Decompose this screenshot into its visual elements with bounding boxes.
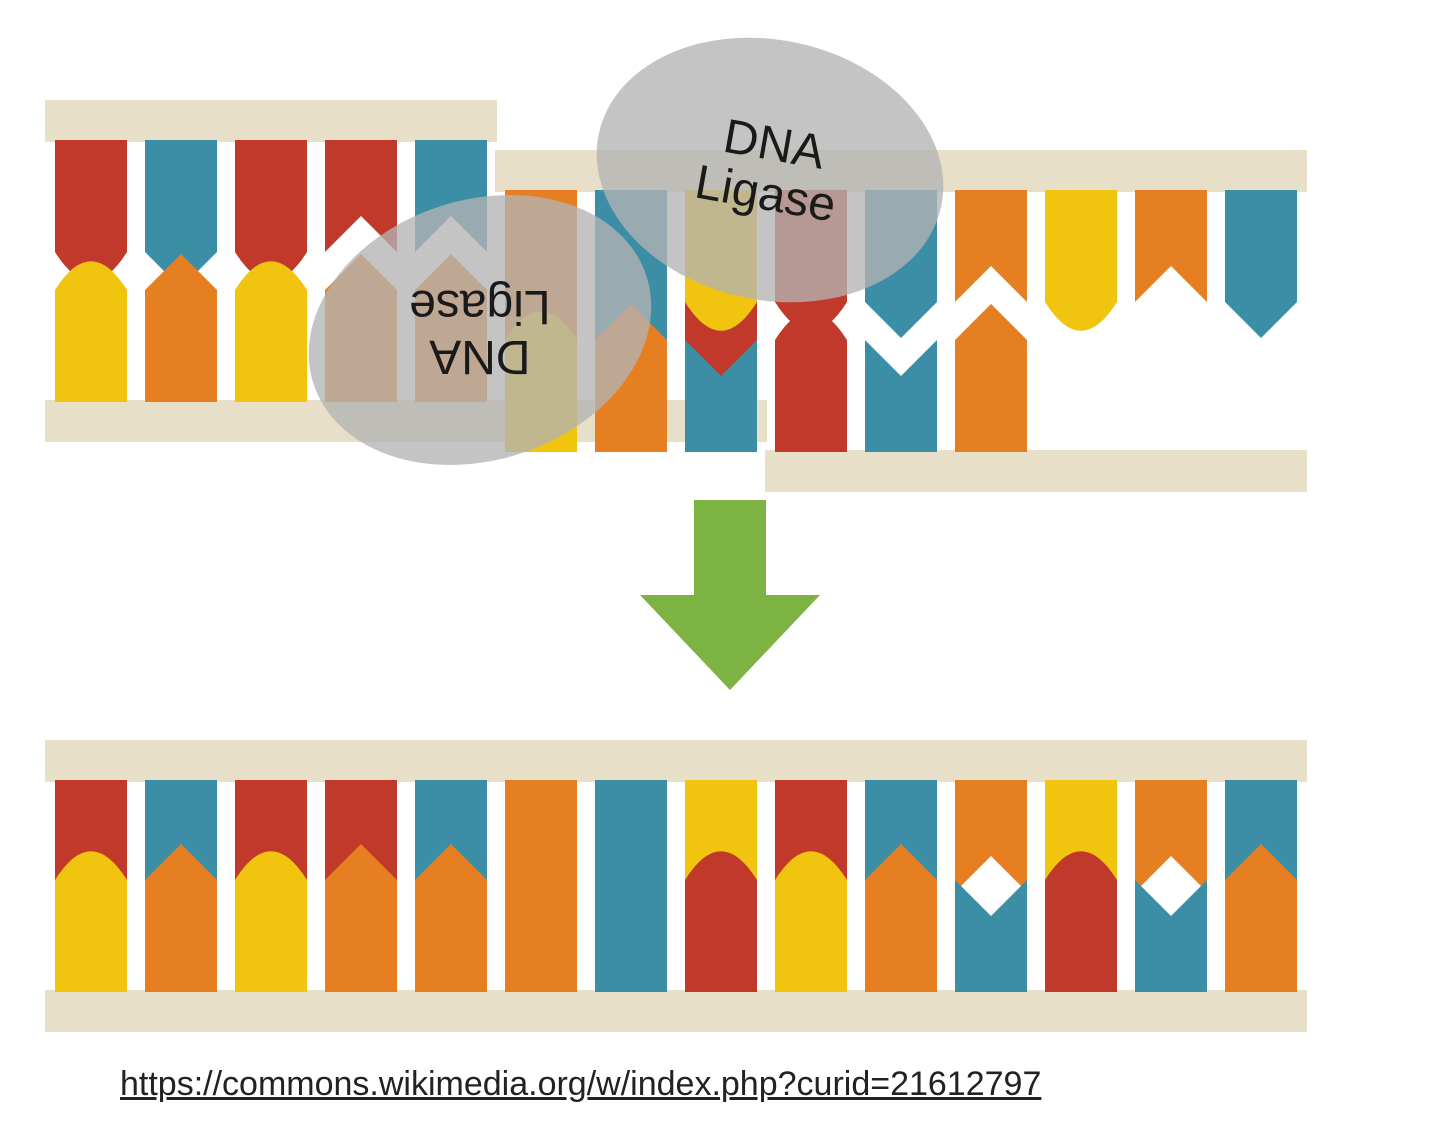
- dna-ligase-diagram: DNA Ligase DNA Ligase https://commons.wi…: [0, 0, 1440, 1128]
- nucleotide-base: [1045, 190, 1117, 342]
- nucleotide-base: [1045, 840, 1117, 992]
- nucleotide-base: [685, 840, 757, 992]
- nucleotide-base: [775, 300, 847, 452]
- nucleotide-base: [505, 840, 577, 992]
- nucleotide-base: [55, 250, 127, 402]
- nucleotide-base: [955, 300, 1027, 452]
- nucleotide-base: [145, 250, 217, 402]
- dna-backbone: [45, 990, 1307, 1032]
- image-citation: https://commons.wikimedia.org/w/index.ph…: [120, 1065, 1041, 1104]
- nucleotide-base: [1135, 190, 1207, 342]
- nucleotide-base: [1135, 840, 1207, 992]
- nucleotide-base: [145, 840, 217, 992]
- nucleotide-base: [595, 840, 667, 992]
- dna-backbone: [765, 450, 1307, 492]
- nucleotide-base: [775, 840, 847, 992]
- dna-backbone: [45, 100, 497, 142]
- nucleotide-base: [1225, 190, 1297, 342]
- nucleotide-base: [865, 840, 937, 992]
- dna-backbone: [45, 740, 1307, 782]
- down-arrow-icon: [640, 500, 820, 695]
- nucleotide-base: [1225, 840, 1297, 992]
- ligase-label: DNA Ligase: [409, 280, 550, 381]
- nucleotide-base: [55, 840, 127, 992]
- nucleotide-base: [955, 840, 1027, 992]
- nucleotide-base: [685, 300, 757, 452]
- nucleotide-base: [415, 840, 487, 992]
- nucleotide-base: [325, 840, 397, 992]
- nucleotide-base: [235, 840, 307, 992]
